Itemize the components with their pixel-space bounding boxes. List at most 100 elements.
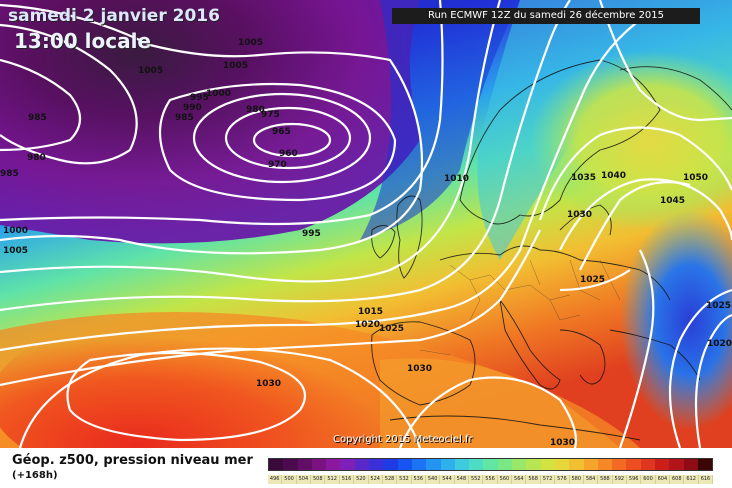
color-scale-tick: 596 [626, 475, 642, 484]
color-scale-tick: 568 [526, 475, 541, 484]
isobar-label: 995 [302, 229, 321, 239]
color-scale-swatch [340, 459, 355, 470]
color-scale-swatch [269, 459, 284, 470]
color-scale-tick: 588 [598, 475, 613, 484]
isobar-label: 985 [28, 113, 47, 123]
isobar-label: 1030 [567, 210, 592, 220]
isobar-label: 1010 [444, 174, 469, 184]
isobar-label: 965 [272, 127, 291, 137]
color-scale-swatch [369, 459, 384, 470]
map-canvas: 1005 1005 1005 1000 995 990 985 985 980 … [0, 0, 732, 448]
copyright-notice: Copyright 2015 Meteociel.fr [333, 434, 473, 445]
color-scale-swatch [397, 459, 412, 470]
color-scale-tick: 524 [368, 475, 383, 484]
color-scale-swatch [454, 459, 470, 470]
isobar-label: 1015 [358, 307, 383, 317]
isobar-label: 1005 [3, 246, 28, 256]
parameter-title: Géop. z500, pression niveau mer [12, 453, 253, 468]
color-scale-swatch [354, 459, 370, 470]
isobar-label: 1025 [379, 324, 404, 334]
color-scale-tick: 600 [641, 475, 656, 484]
isobar-label: 1035 [571, 173, 596, 183]
isobar-label: 970 [268, 160, 287, 170]
isobar-label: 1005 [138, 66, 163, 76]
isobar-labels: 1005 1005 1005 1000 995 990 985 985 980 … [0, 38, 732, 448]
color-scale-swatch [655, 459, 670, 470]
color-scale-tick: 500 [282, 475, 297, 484]
color-scale-swatch [626, 459, 641, 470]
color-scale-tick: 548 [454, 475, 470, 484]
isobar-label: 960 [279, 149, 298, 159]
isobar-label: 1000 [206, 89, 231, 99]
color-scale-tick: 556 [483, 475, 498, 484]
isobar-label: 985 [175, 113, 194, 123]
isobar-label: 1025 [706, 301, 731, 311]
isobar-label: 1030 [256, 379, 281, 389]
color-scale-tick: 496 [268, 475, 283, 484]
color-scale-swatch [569, 459, 584, 470]
color-scale-tick: 552 [469, 475, 484, 484]
isobar-label: 1050 [683, 173, 708, 183]
isobar-label: 1030 [407, 364, 432, 374]
color-scale-swatch [426, 459, 441, 470]
color-scale-tick: 580 [569, 475, 584, 484]
lead-time: (+168h) [12, 470, 58, 481]
color-scale-tick: 612 [684, 475, 699, 484]
isobar-label: 985 [0, 169, 19, 179]
color-scale-tick: 528 [382, 475, 398, 484]
isobar-label: 1020 [355, 320, 380, 330]
coastlines [371, 59, 732, 441]
color-scale-tick: 572 [540, 475, 556, 484]
isobar-label: 1025 [580, 275, 605, 285]
color-scale-tick: 532 [397, 475, 412, 484]
isobar-label: 1030 [550, 438, 575, 448]
color-scale-tick: 608 [670, 475, 685, 484]
color-scale-tick: 584 [583, 475, 599, 484]
color-scale-swatch [297, 459, 312, 470]
isobar-label: 995 [190, 93, 209, 103]
isobar-label: 1045 [660, 196, 685, 206]
color-scale-tick: 536 [411, 475, 426, 484]
color-scale-swatch [554, 459, 570, 470]
color-scale-swatch [512, 459, 527, 470]
low-pressure-trough-shading [0, 0, 420, 244]
isobar-label: 1040 [601, 171, 626, 181]
color-scale-labels: 496 500 504 508 512 516 520 524 528 532 536 540 544 5… [268, 475, 714, 484]
color-scale-swatch [669, 459, 684, 470]
color-scale-swatch [526, 459, 541, 470]
isobar-label: 980 [27, 153, 46, 163]
color-scale-swatch [440, 459, 455, 470]
color-scale-swatch [411, 459, 427, 470]
forecast-date: samedi 2 janvier 2016 [8, 6, 220, 26]
isobar-label: 1005 [238, 38, 263, 48]
color-scale-swatch [597, 459, 613, 470]
color-scale-tick: 560 [497, 475, 513, 484]
isobar-label: 1000 [3, 226, 28, 236]
color-scale-swatch [697, 459, 713, 470]
country-borders [419, 259, 621, 356]
isobar-lines [0, 0, 732, 448]
color-scale-tick: 576 [555, 475, 570, 484]
color-scale-tick: 604 [655, 475, 671, 484]
color-scale-swatch [583, 459, 598, 470]
color-scale-swatch [683, 459, 698, 470]
color-scale-swatch [311, 459, 327, 470]
isobar-label: 990 [183, 103, 202, 113]
color-scale-tick: 564 [512, 475, 527, 484]
color-scale-swatch [383, 459, 398, 470]
model-run-info: Run ECMWF 12Z du samedi 26 décembre 2015 [392, 8, 700, 24]
color-scale-swatch [640, 459, 656, 470]
isobar-label: 980 [246, 105, 265, 115]
color-scale-tick: 592 [612, 475, 627, 484]
color-scale-swatch [469, 459, 484, 470]
color-scale-tick: 540 [425, 475, 441, 484]
color-scale-swatch [540, 459, 555, 470]
color-scale-swatch [497, 459, 513, 470]
forecast-time: 13:00 locale [14, 29, 151, 53]
legend-bar: Géop. z500, pression niveau mer (+168h) … [0, 448, 732, 488]
color-scale-swatch [612, 459, 627, 470]
color-scale-tick: 616 [698, 475, 714, 484]
color-scale-swatch [326, 459, 341, 470]
color-scale-tick: 504 [296, 475, 312, 484]
color-scale-tick: 520 [354, 475, 369, 484]
